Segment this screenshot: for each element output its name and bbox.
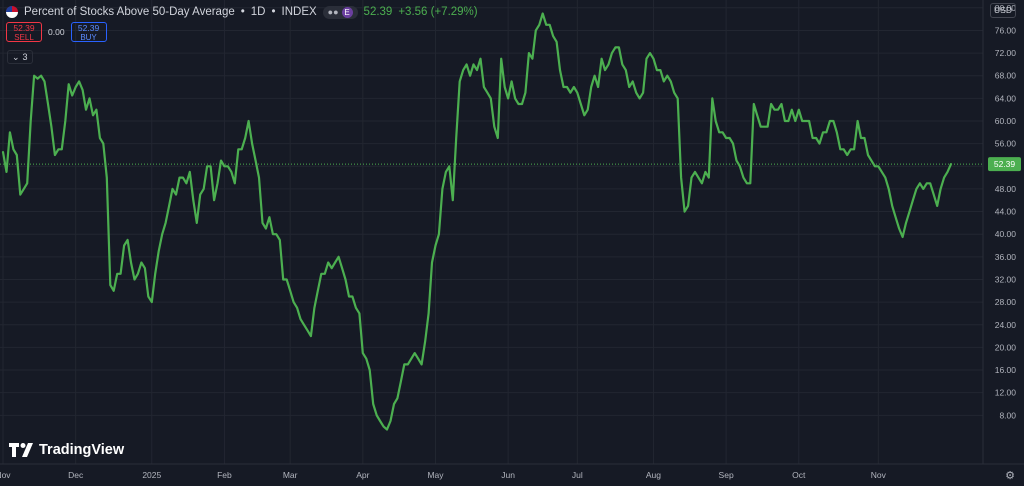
x-tick-label: Mar: [283, 470, 298, 480]
last-price-tag: 52.39: [988, 157, 1021, 172]
price-change: +3.56 (+7.29%): [398, 6, 478, 18]
time-axis[interactable]: Nov Dec 2025 Feb Mar Apr May Jun Jul Aug Sep Oct Nov: [0, 463, 1024, 480]
x-tick-label: Jul: [572, 470, 583, 480]
x-tick-label: Oct: [792, 470, 806, 480]
x-tick-label: 2025: [142, 470, 161, 480]
symbol-title[interactable]: Percent of Stocks Above 50-Day Average: [24, 6, 235, 18]
tradingview-logo-icon: [9, 443, 33, 457]
us-flag-icon: [6, 6, 18, 18]
interval-label[interactable]: 1D: [250, 6, 266, 18]
exchange-label: INDEX: [281, 6, 317, 18]
x-tick-label: Nov: [0, 470, 11, 480]
chevron-down-icon: ⌄: [12, 51, 20, 62]
separator: •: [271, 6, 276, 18]
y-tick-label: 44.00: [995, 207, 1017, 217]
separator: •: [240, 6, 245, 18]
y-tick-label: 72.00: [995, 48, 1017, 58]
settings-gear-icon[interactable]: ⚙: [1005, 470, 1015, 482]
currency-selector[interactable]: USD: [990, 3, 1016, 18]
x-tick-label: Sep: [719, 470, 734, 480]
y-tick-label: 36.00: [995, 252, 1017, 262]
symbol-header: Percent of Stocks Above 50-Day Average •…: [6, 4, 478, 20]
last-price-tag-label: 52.39: [994, 159, 1016, 169]
tradingview-logo[interactable]: TradingView: [9, 442, 124, 458]
indicator-count: 3: [22, 52, 28, 62]
sell-button[interactable]: 52.39 SELL: [6, 22, 42, 42]
spread-value: 0.00: [48, 27, 65, 37]
price-axis[interactable]: 8.00 12.00 16.00 20.00 24.00 28.00 32.00 36.00 4…: [982, 0, 1024, 486]
x-tick-label: Feb: [217, 470, 232, 480]
trade-panel: 52.39 SELL 0.00 52.39 BUY: [6, 22, 107, 42]
x-tick-label: May: [427, 470, 444, 480]
last-price: 52.39: [363, 6, 393, 18]
x-tick-label: Apr: [356, 470, 369, 480]
y-tick-label: 20.00: [995, 342, 1017, 352]
y-tick-label: 48.00: [995, 184, 1017, 194]
y-tick-label: 32.00: [995, 274, 1017, 284]
x-tick-label: Dec: [68, 470, 84, 480]
visibility-pill[interactable]: ●● E: [322, 5, 358, 19]
y-tick-label: 8.00: [999, 410, 1016, 420]
y-tick-label: 56.00: [995, 139, 1017, 149]
buy-price: 52.39: [77, 23, 100, 33]
eye-icon: ●●: [327, 7, 339, 17]
indicators-toggle[interactable]: ⌄ 3: [7, 50, 33, 64]
series-line: [1, 12, 953, 431]
x-tick-label: Aug: [646, 470, 661, 480]
y-tick-label: 60.00: [995, 116, 1017, 126]
y-tick-label: 76.00: [995, 25, 1017, 35]
y-tick-label: 68.00: [995, 71, 1017, 81]
logo-text: TradingView: [39, 442, 125, 458]
sell-label: SELL: [14, 33, 34, 42]
chart-series: [1, 12, 953, 431]
chart-gridlines: [0, 0, 983, 464]
last-price-tag-bg: [988, 157, 1021, 172]
y-tick-label: 16.00: [995, 365, 1017, 375]
y-tick-label: 28.00: [995, 297, 1017, 307]
y-tick-label: 80.00: [995, 3, 1017, 13]
sell-price: 52.39: [13, 23, 35, 33]
buy-button[interactable]: 52.39 BUY: [70, 22, 107, 42]
y-tick-label: 12.00: [995, 388, 1017, 398]
y-tick-label: 40.00: [995, 229, 1017, 239]
y-tick-label: 24.00: [995, 320, 1017, 330]
buy-label: BUY: [80, 33, 97, 42]
x-tick-label: Nov: [871, 470, 887, 480]
events-badge: E: [341, 6, 353, 18]
price-axis-bg: [983, 0, 1024, 486]
x-tick-label: Jun: [501, 470, 515, 480]
y-tick-label: 64.00: [995, 93, 1017, 103]
